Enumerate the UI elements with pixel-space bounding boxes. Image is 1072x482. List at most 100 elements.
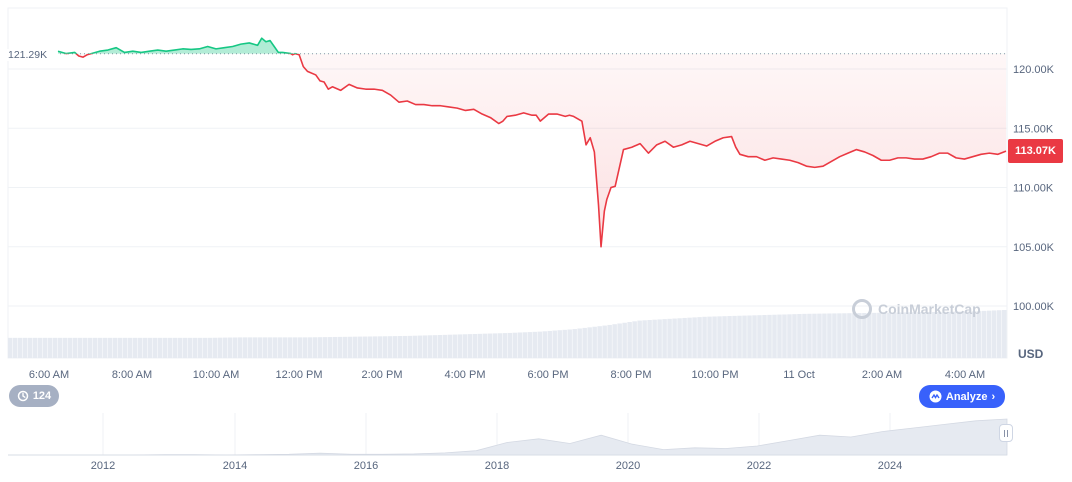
analyze-label: Analyze	[945, 390, 988, 403]
history-x-tick-label: 2020	[616, 460, 640, 472]
volume-bar	[862, 312, 867, 358]
volume-bar	[47, 337, 53, 358]
y-tick-label: 110.00K	[1013, 183, 1054, 195]
volume-bar	[867, 312, 872, 358]
volume-bar	[427, 335, 433, 358]
volume-bar	[712, 316, 717, 358]
x-tick-label: 4:00 PM	[445, 369, 486, 381]
volume-bar	[247, 337, 253, 358]
volume-bar	[322, 337, 328, 358]
range-slider-handle[interactable]	[999, 424, 1013, 442]
volume-bar	[27, 337, 33, 358]
volume-bar	[97, 337, 103, 358]
volume-bar	[152, 337, 158, 358]
volume-bar	[22, 337, 28, 358]
volume-bar	[177, 337, 183, 358]
volume-bar	[372, 336, 378, 358]
volume-bar	[557, 330, 562, 358]
volume-bar	[192, 337, 198, 358]
volume-bar	[632, 321, 637, 358]
previous-close-label: 121.29K	[6, 49, 50, 61]
volume-bar	[87, 337, 93, 358]
volume-bar	[117, 337, 123, 358]
volume-bar	[487, 333, 493, 358]
volume-bar	[412, 335, 418, 358]
volume-bar	[907, 312, 912, 358]
volume-bar	[337, 336, 343, 358]
volume-bar	[897, 312, 902, 358]
volume-bar	[417, 335, 423, 358]
volume-bar	[162, 337, 168, 358]
volume-bar	[282, 337, 288, 358]
volume-bar	[12, 337, 18, 358]
x-tick-label: 11 Oct	[783, 369, 815, 381]
volume-bar	[122, 337, 128, 358]
volume-bar	[342, 336, 348, 358]
volume-bar	[612, 324, 617, 358]
history-count: 124	[32, 390, 52, 402]
history-badge[interactable]: 124	[9, 385, 59, 407]
volume-bar	[112, 337, 118, 358]
volume-bar	[672, 318, 677, 358]
volume-bar	[72, 337, 78, 358]
volume-bar	[182, 337, 188, 358]
volume-bar	[217, 337, 223, 358]
price-line-down	[63, 53, 1007, 248]
x-tick-label: 6:00 PM	[528, 369, 569, 381]
volume-bar	[347, 336, 353, 358]
volume-bar	[832, 313, 837, 358]
volume-bar	[397, 336, 403, 358]
volume-bar	[772, 314, 777, 358]
volume-bar	[147, 337, 153, 358]
volume-bar	[172, 337, 178, 358]
volume-bar	[722, 316, 727, 358]
volume-bar	[82, 337, 88, 358]
x-tick-label: 4:00 AM	[945, 369, 985, 381]
volume-bar	[327, 337, 333, 358]
volume-bar	[877, 312, 882, 358]
watermark-text: CoinMarketCap	[878, 301, 981, 317]
volume-bar	[157, 337, 163, 358]
volume-bar	[442, 334, 448, 358]
analyze-button[interactable]: Analyze ›	[919, 385, 1005, 408]
volume-bar	[317, 337, 323, 358]
volume-bar	[237, 337, 243, 358]
x-tick-label: 10:00 AM	[193, 369, 239, 381]
volume-bar	[842, 313, 847, 358]
volume-bar	[967, 311, 972, 358]
volume-bar	[912, 312, 917, 358]
volume-bar	[952, 311, 957, 358]
current-price-tag: 113.07K	[1008, 139, 1063, 163]
volume-bar	[37, 337, 43, 358]
volume-bar	[382, 336, 388, 358]
volume-bar	[257, 337, 263, 358]
volume-bar	[617, 323, 622, 358]
volume-bar	[597, 326, 602, 358]
volume-bar	[507, 332, 512, 358]
volume-bar	[32, 337, 38, 358]
volume-bar	[737, 315, 742, 358]
volume-bar	[577, 328, 582, 358]
volume-bar	[392, 336, 398, 358]
volume-bar	[567, 329, 572, 358]
volume-bar	[997, 310, 1002, 358]
volume-bar	[202, 337, 208, 358]
history-x-tick-label: 2016	[354, 460, 378, 472]
volume-bar	[497, 333, 503, 358]
volume-bar	[1002, 310, 1007, 358]
volume-bar	[547, 330, 552, 358]
volume-bar	[802, 313, 807, 358]
volume-bar	[437, 334, 443, 358]
chevron-right-icon: ›	[991, 390, 996, 403]
history-x-tick-label: 2014	[223, 460, 247, 472]
volume-bar	[522, 332, 527, 358]
volume-bar	[757, 315, 762, 358]
volume-bar	[657, 319, 662, 358]
volume-bar	[517, 332, 522, 358]
volume-bar	[637, 320, 642, 358]
volume-bar	[872, 312, 877, 358]
price-area-down	[76, 53, 1006, 247]
volume-bar	[52, 337, 58, 358]
volume-bar	[477, 333, 483, 358]
x-tick-label: 12:00 PM	[275, 369, 322, 381]
